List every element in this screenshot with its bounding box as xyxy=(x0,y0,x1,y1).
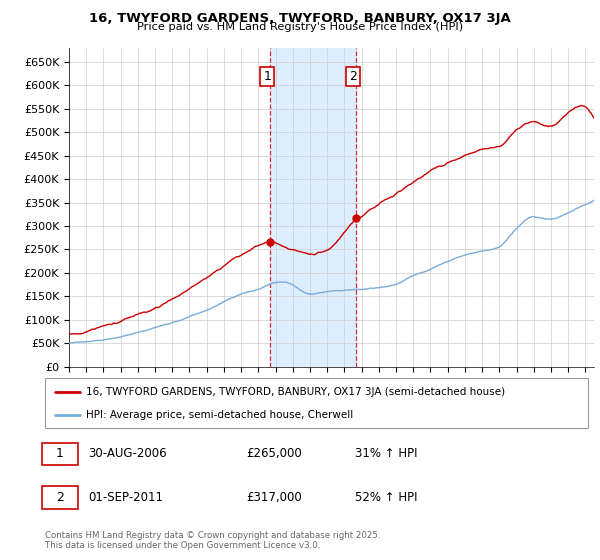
Text: 52% ↑ HPI: 52% ↑ HPI xyxy=(355,491,417,503)
Text: Contains HM Land Registry data © Crown copyright and database right 2025.
This d: Contains HM Land Registry data © Crown c… xyxy=(45,531,380,550)
Text: 01-SEP-2011: 01-SEP-2011 xyxy=(88,491,163,503)
Text: 2: 2 xyxy=(56,491,64,503)
Text: HPI: Average price, semi-detached house, Cherwell: HPI: Average price, semi-detached house,… xyxy=(86,410,353,420)
Text: Price paid vs. HM Land Registry's House Price Index (HPI): Price paid vs. HM Land Registry's House … xyxy=(137,22,463,32)
Text: 16, TWYFORD GARDENS, TWYFORD, BANBURY, OX17 3JA (semi-detached house): 16, TWYFORD GARDENS, TWYFORD, BANBURY, O… xyxy=(86,386,505,396)
Text: £317,000: £317,000 xyxy=(246,491,302,503)
FancyBboxPatch shape xyxy=(42,442,77,465)
Text: 31% ↑ HPI: 31% ↑ HPI xyxy=(355,447,417,460)
Text: 1: 1 xyxy=(263,70,271,83)
FancyBboxPatch shape xyxy=(45,378,588,428)
Text: 30-AUG-2006: 30-AUG-2006 xyxy=(88,447,167,460)
FancyBboxPatch shape xyxy=(42,486,77,508)
Text: 1: 1 xyxy=(56,447,64,460)
Text: 16, TWYFORD GARDENS, TWYFORD, BANBURY, OX17 3JA: 16, TWYFORD GARDENS, TWYFORD, BANBURY, O… xyxy=(89,12,511,25)
Text: £265,000: £265,000 xyxy=(246,447,302,460)
Bar xyxy=(270,48,356,367)
Text: 2: 2 xyxy=(349,70,357,83)
